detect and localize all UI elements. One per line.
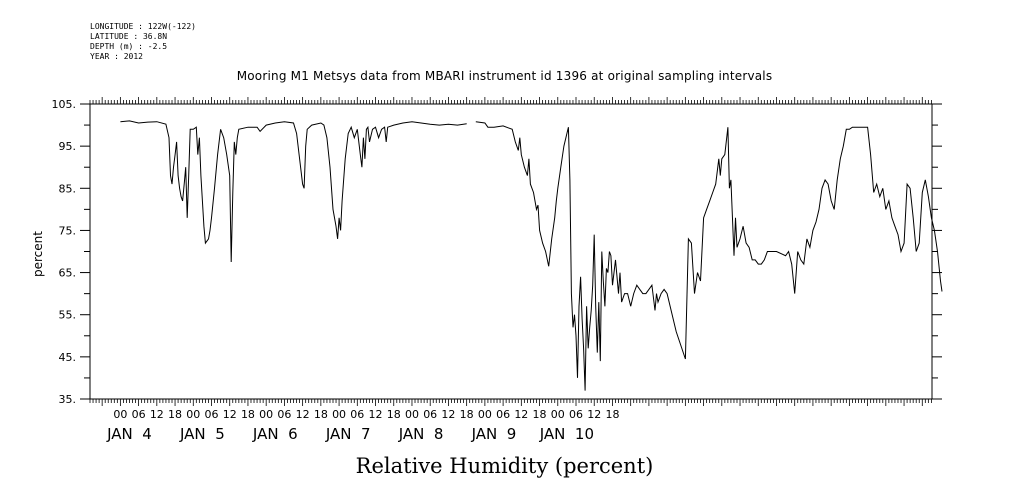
y-tick-label: 55. (59, 309, 77, 322)
x-tick-label: 12 (441, 408, 455, 421)
x-tick-label: 18 (533, 408, 547, 421)
y-tick-label: 75. (59, 224, 77, 237)
x-axis: 00 06 12 18 00 06 12 18 00 06 12 18 00 06 12 18 00 06 12 18… (89, 97, 932, 443)
x-tick-label: 00 (405, 408, 419, 421)
series-line (475, 121, 943, 391)
metadata-block: LONGITUDE : 122W(-122) LATITUDE : 36.8N … (90, 22, 196, 62)
x-tick-label: 06 (423, 408, 437, 421)
x-tick-label: 18 (605, 408, 619, 421)
x-tick-label: 06 (277, 408, 291, 421)
x-tick-label: 06 (350, 408, 364, 421)
series-line (120, 120, 467, 263)
x-tick-label: 12 (587, 408, 601, 421)
x-tick-label: 18 (387, 408, 401, 421)
y-tick-label: 65. (59, 267, 77, 280)
x-tick-label: 00 (551, 408, 565, 421)
x-day-label: JAN 7 (325, 425, 371, 443)
series-group (120, 120, 943, 391)
x-tick-label: 18 (460, 408, 474, 421)
y-tick-label: 85. (59, 182, 77, 195)
year-text: YEAR : 2012 (90, 52, 143, 61)
x-tick-label: 06 (132, 408, 146, 421)
x-tick-label: 18 (314, 408, 328, 421)
y-axis-label: percent (31, 231, 45, 277)
x-tick-label: 00 (332, 408, 346, 421)
y-tick-label: 35. (59, 393, 77, 406)
y-axis: 35. 45. 55. 65. 75. 85. 95. 105. (52, 98, 942, 406)
x-tick-label: 00 (478, 408, 492, 421)
x-tick-label: 00 (259, 408, 273, 421)
chart-title: Mooring M1 Metsys data from MBARI instru… (236, 69, 773, 83)
x-tick-label: 12 (296, 408, 310, 421)
x-tick-label: 12 (369, 408, 383, 421)
x-day-label: JAN 9 (471, 425, 517, 443)
y-tick-label: 95. (59, 140, 77, 153)
x-tick-label: 12 (223, 408, 237, 421)
x-tick-label: 06 (496, 408, 510, 421)
x-tick-label: 12 (514, 408, 528, 421)
x-tick-label: 18 (241, 408, 255, 421)
x-tick-label: 00 (186, 408, 200, 421)
x-tick-label: 18 (168, 408, 182, 421)
depth-text: DEPTH (m) : -2.5 (90, 42, 168, 51)
x-day-label: JAN 8 (398, 425, 444, 443)
y-tick-label: 105. (52, 98, 77, 111)
x-day-label: JAN 6 (252, 425, 298, 443)
latitude-text: LATITUDE : 36.8N (90, 32, 168, 41)
x-tick-label: 06 (205, 408, 219, 421)
longitude-text: LONGITUDE : 122W(-122) (90, 22, 196, 31)
x-tick-label: 06 (569, 408, 583, 421)
y-tick-label: 45. (59, 351, 77, 364)
x-day-label: JAN 5 (179, 425, 225, 443)
x-day-label: JAN 4 (106, 425, 152, 443)
x-day-label: JAN 10 (539, 425, 594, 443)
x-axis-label: Relative Humidity (percent) (355, 454, 654, 478)
x-tick-label: 12 (150, 408, 164, 421)
x-tick-label: 00 (113, 408, 127, 421)
